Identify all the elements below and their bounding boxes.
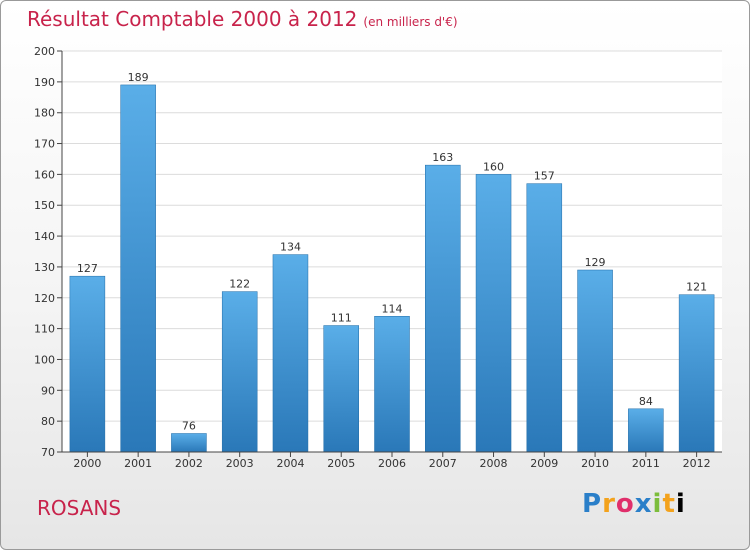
y-tick-label: 130 <box>34 261 55 274</box>
y-tick-label: 160 <box>34 168 55 181</box>
bar <box>171 433 207 453</box>
data-label: 127 <box>77 262 98 275</box>
data-label: 134 <box>280 241 301 254</box>
y-tick-label: 110 <box>34 323 55 336</box>
x-tick-label: 2007 <box>429 457 457 470</box>
x-tick-label: 2001 <box>124 457 152 470</box>
bar <box>425 164 461 453</box>
y-tick-label: 90 <box>41 384 55 397</box>
x-tick-label: 2011 <box>632 457 660 470</box>
x-tick-label: 2012 <box>683 457 711 470</box>
x-tick-label: 2010 <box>581 457 609 470</box>
y-tick-label: 140 <box>34 230 55 243</box>
bar <box>120 84 156 453</box>
bar <box>374 316 410 453</box>
data-label: 157 <box>534 170 555 183</box>
bar <box>577 269 613 453</box>
bar <box>526 183 563 453</box>
data-label: 163 <box>432 151 453 164</box>
bar-layer: 127 189 76 122 134 111 114 163 160 157 129 84 121 <box>69 71 715 453</box>
chart-title-text: Résultat Comptable 2000 à 2012 <box>27 7 358 31</box>
y-tick-label: 170 <box>34 138 55 151</box>
data-label: 84 <box>639 395 653 408</box>
x-tick-label: 2006 <box>378 457 406 470</box>
x-tick-label: 2002 <box>175 457 203 470</box>
axis-layer: 7080901001101201301401501601701801902002… <box>34 45 722 470</box>
x-tick-label: 2004 <box>276 457 304 470</box>
y-tick-label: 80 <box>41 415 55 428</box>
x-tick-label: 2005 <box>327 457 355 470</box>
x-tick-label: 2003 <box>226 457 254 470</box>
bar <box>69 275 106 453</box>
y-tick-label: 190 <box>34 76 55 89</box>
data-label: 122 <box>229 278 250 291</box>
chart-title: Résultat Comptable 2000 à 2012 (en millie… <box>27 7 458 31</box>
commune-name: ROSANS <box>37 496 122 520</box>
bar <box>628 408 664 453</box>
logo-letter: P <box>582 489 603 519</box>
logo-letter: r <box>602 489 616 519</box>
logo-letter: x <box>634 489 653 519</box>
chart-unit: (en milliers d'€) <box>363 15 458 29</box>
y-tick-label: 120 <box>34 292 55 305</box>
x-tick-label: 2008 <box>480 457 508 470</box>
bar <box>323 325 359 453</box>
data-label: 189 <box>128 71 149 84</box>
bar <box>678 294 715 453</box>
data-label: 76 <box>182 419 196 432</box>
y-tick-label: 180 <box>34 107 55 120</box>
x-tick-label: 2000 <box>73 457 101 470</box>
y-tick-label: 100 <box>34 353 55 366</box>
data-label: 160 <box>483 160 504 173</box>
bar <box>475 174 512 453</box>
data-label: 129 <box>585 256 606 269</box>
logo-letter: i <box>675 489 686 519</box>
logo-letter: o <box>615 489 635 519</box>
logo-letter: t <box>662 489 676 519</box>
bar <box>221 291 258 453</box>
y-tick-label: 70 <box>41 446 55 459</box>
y-tick-label: 200 <box>34 45 55 58</box>
logo-letter: i <box>652 489 663 519</box>
y-tick-label: 150 <box>34 199 55 212</box>
bar <box>272 254 309 453</box>
data-label: 114 <box>382 302 403 315</box>
data-label: 111 <box>331 312 352 325</box>
data-label: 121 <box>686 281 707 294</box>
proxiti-logo[interactable]: Proxiti <box>582 489 686 519</box>
x-tick-label: 2009 <box>530 457 558 470</box>
